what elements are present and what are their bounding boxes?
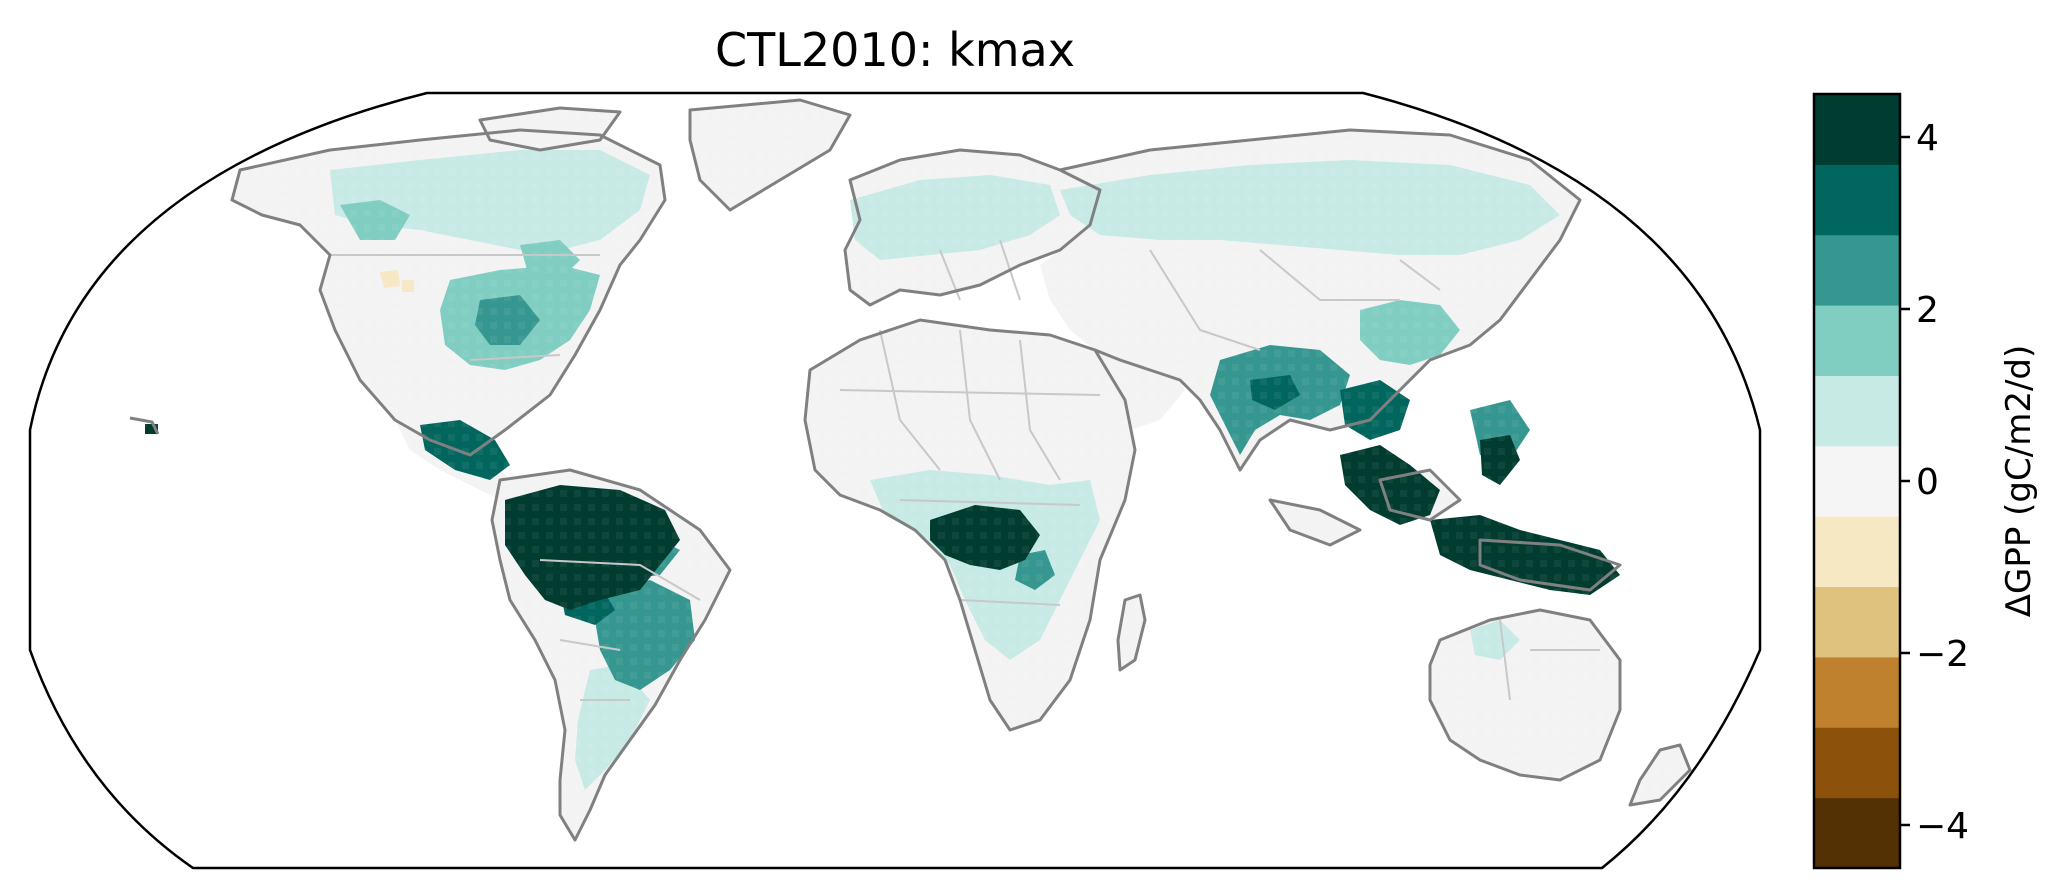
- colorbar: 4 2 0 −2 −4 ΔGPP (gC/m2/d): [1812, 92, 2039, 870]
- globe-outline: [28, 91, 1762, 870]
- coastlines: [129, 98, 1692, 842]
- colorbar-label: ΔGPP (gC/m2/d): [1999, 345, 2039, 618]
- colorbar-bin: [1814, 375, 1900, 447]
- colorbar-bin: [1814, 656, 1900, 728]
- colorbar-tick-label: 2: [1916, 290, 1939, 331]
- colorbar-bin: [1814, 94, 1900, 165]
- pixel-texture: [30, 93, 1760, 868]
- colorbar-bins: [1814, 94, 1900, 869]
- colorbar-tick-label: 4: [1916, 118, 1939, 159]
- colorbar-bin: [1814, 305, 1900, 376]
- colorbar-bin: [1814, 516, 1900, 588]
- colorbar-bin: [1814, 445, 1900, 517]
- colorbar-bin: [1814, 164, 1900, 236]
- world-map: [28, 91, 1762, 870]
- colorbar-bin: [1814, 234, 1900, 306]
- map-title: CTL2010: kmax: [715, 23, 1075, 77]
- colorbar-tick-label: 0: [1916, 462, 1939, 503]
- colorbar-bin: [1814, 797, 1900, 869]
- colorbar-tick-label: −2: [1916, 634, 1969, 675]
- colorbar-ticks: 4 2 0 −2 −4: [1900, 118, 1969, 847]
- colorbar-bin: [1814, 727, 1900, 799]
- colorbar-tick-label: −4: [1916, 806, 1969, 847]
- colorbar-bin: [1814, 586, 1900, 658]
